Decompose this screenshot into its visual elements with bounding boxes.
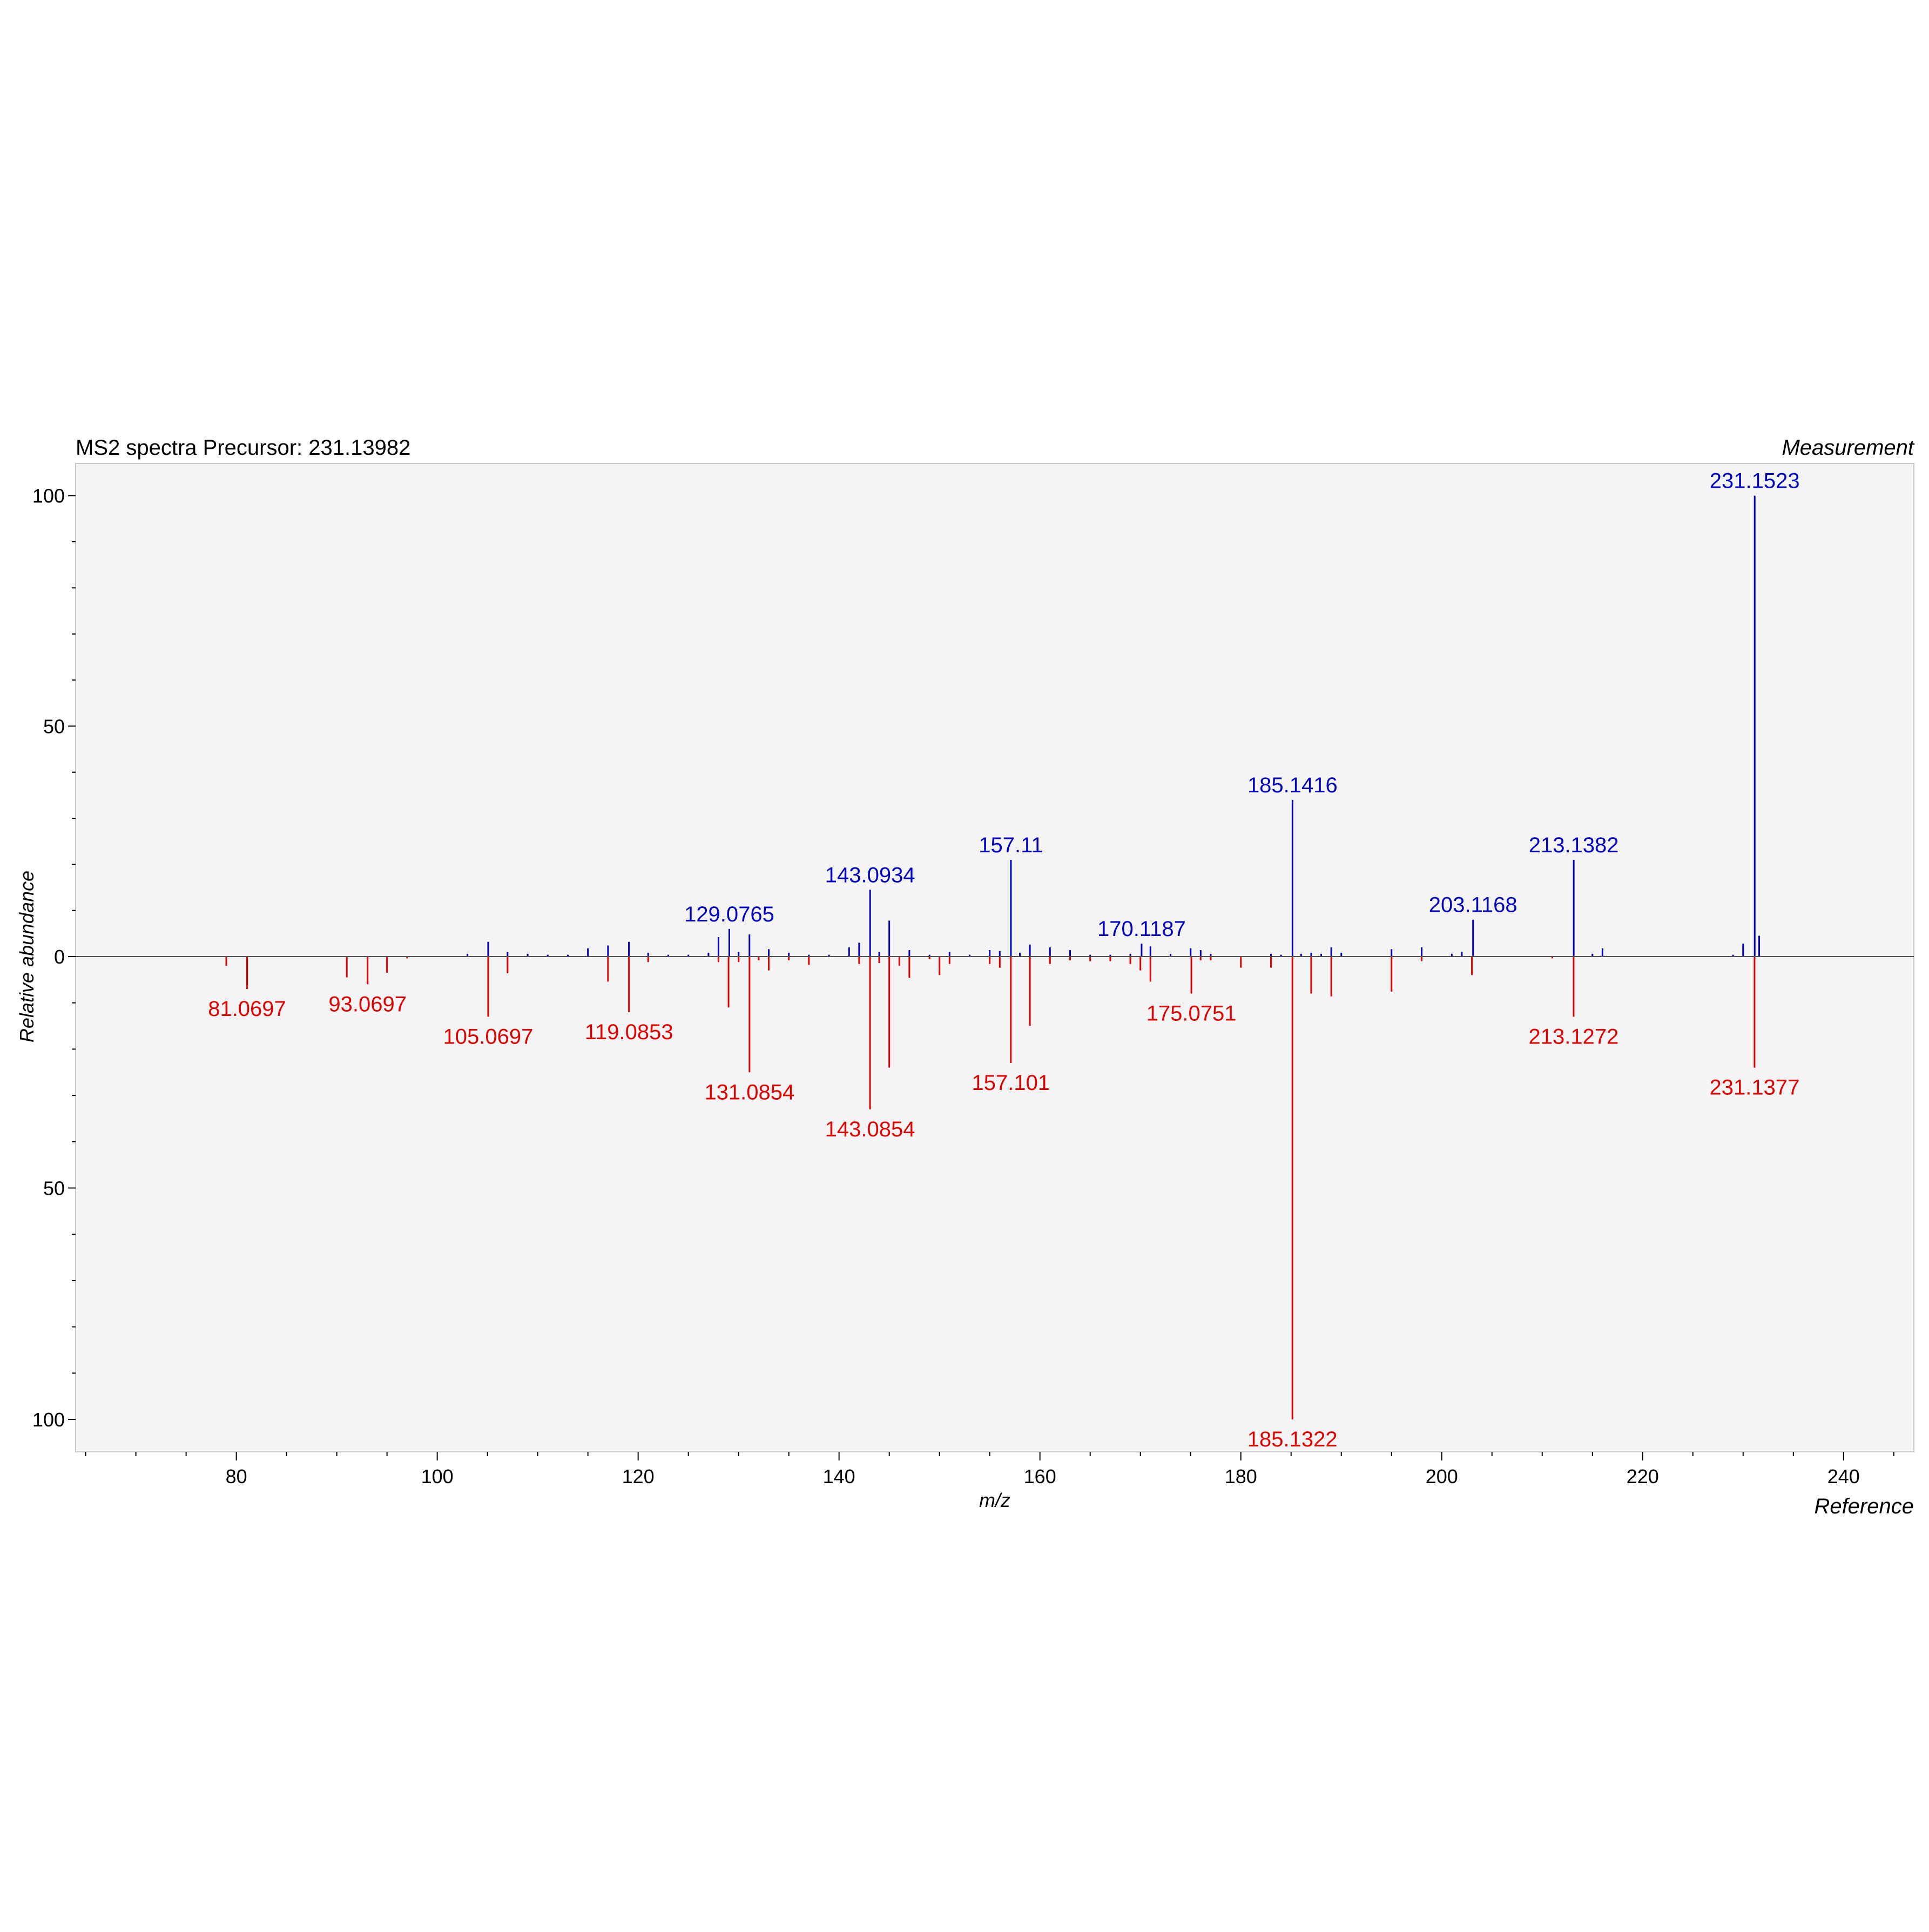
reference-peak-label: 185.1322 xyxy=(1247,1428,1338,1451)
y-tick-label: 50 xyxy=(43,1177,65,1200)
measurement-peak-label: 170.1187 xyxy=(1097,917,1186,941)
x-tick-label: 120 xyxy=(622,1465,655,1487)
reference-peak-label: 175.0751 xyxy=(1146,1002,1237,1026)
reference-peak-label: 105.0697 xyxy=(443,1025,534,1048)
x-tick-label: 240 xyxy=(1827,1465,1860,1487)
x-axis-title: m/z xyxy=(979,1489,1010,1511)
x-tick-label: 160 xyxy=(1024,1465,1056,1487)
y-axis-title: Relative abundance xyxy=(16,871,38,1042)
x-tick-label: 220 xyxy=(1627,1465,1659,1487)
reference-peaks xyxy=(225,957,1756,1420)
x-tick-label: 200 xyxy=(1426,1465,1458,1487)
y-tick-label: 0 xyxy=(54,946,65,968)
x-tick-label: 80 xyxy=(226,1465,247,1487)
reference-peak-label: 131.0854 xyxy=(704,1080,794,1104)
y-tick-label: 100 xyxy=(32,485,65,507)
y-tick-label: 100 xyxy=(32,1409,65,1431)
measurement-peak-label: 129.0765 xyxy=(684,903,774,926)
measurement-peak-label: 231.1523 xyxy=(1710,469,1800,493)
measurement-label: Measurement xyxy=(1782,436,1914,460)
x-tick-label: 100 xyxy=(421,1465,454,1487)
x-axis: 80 100 120 140 160 180 200 220 240 xyxy=(85,1452,1894,1487)
measurement-peak-labels: 129.0765 143.0934 157.11 170.1187 185.1416 20… xyxy=(684,469,1800,941)
measurement-peak-label: 213.1382 xyxy=(1529,833,1619,857)
reference-peak-label: 81.0697 xyxy=(208,997,286,1021)
reference-peak-label: 143.0854 xyxy=(825,1118,915,1141)
measurement-peak-label: 157.11 xyxy=(979,833,1043,857)
reference-peak-label: 231.1377 xyxy=(1710,1076,1800,1100)
plot-area xyxy=(75,463,1914,1452)
reference-peak-label: 157.101 xyxy=(972,1071,1050,1095)
measurement-peak-label: 185.1416 xyxy=(1247,773,1338,797)
measurement-peak-label: 203.1168 xyxy=(1429,893,1517,917)
reference-peak-label: 119.0853 xyxy=(585,1020,673,1044)
reference-peak-label: 213.1272 xyxy=(1529,1025,1619,1048)
x-tick-label: 180 xyxy=(1225,1465,1257,1487)
chart-title: MS2 spectra Precursor: 231.13982 xyxy=(76,436,410,460)
measurement-peaks xyxy=(466,495,1761,957)
reference-label: Reference xyxy=(1814,1495,1914,1518)
reference-peak-label: 93.0697 xyxy=(328,992,407,1016)
y-axis: 0 50 100 50 100 xyxy=(32,485,76,1431)
reference-peak-labels: 81.0697 93.0697 105.0697 119.0853 131.0854 14… xyxy=(208,992,1799,1451)
x-tick-label: 140 xyxy=(823,1465,855,1487)
measurement-peak-label: 143.0934 xyxy=(825,863,915,887)
y-tick-label: 50 xyxy=(43,715,65,737)
